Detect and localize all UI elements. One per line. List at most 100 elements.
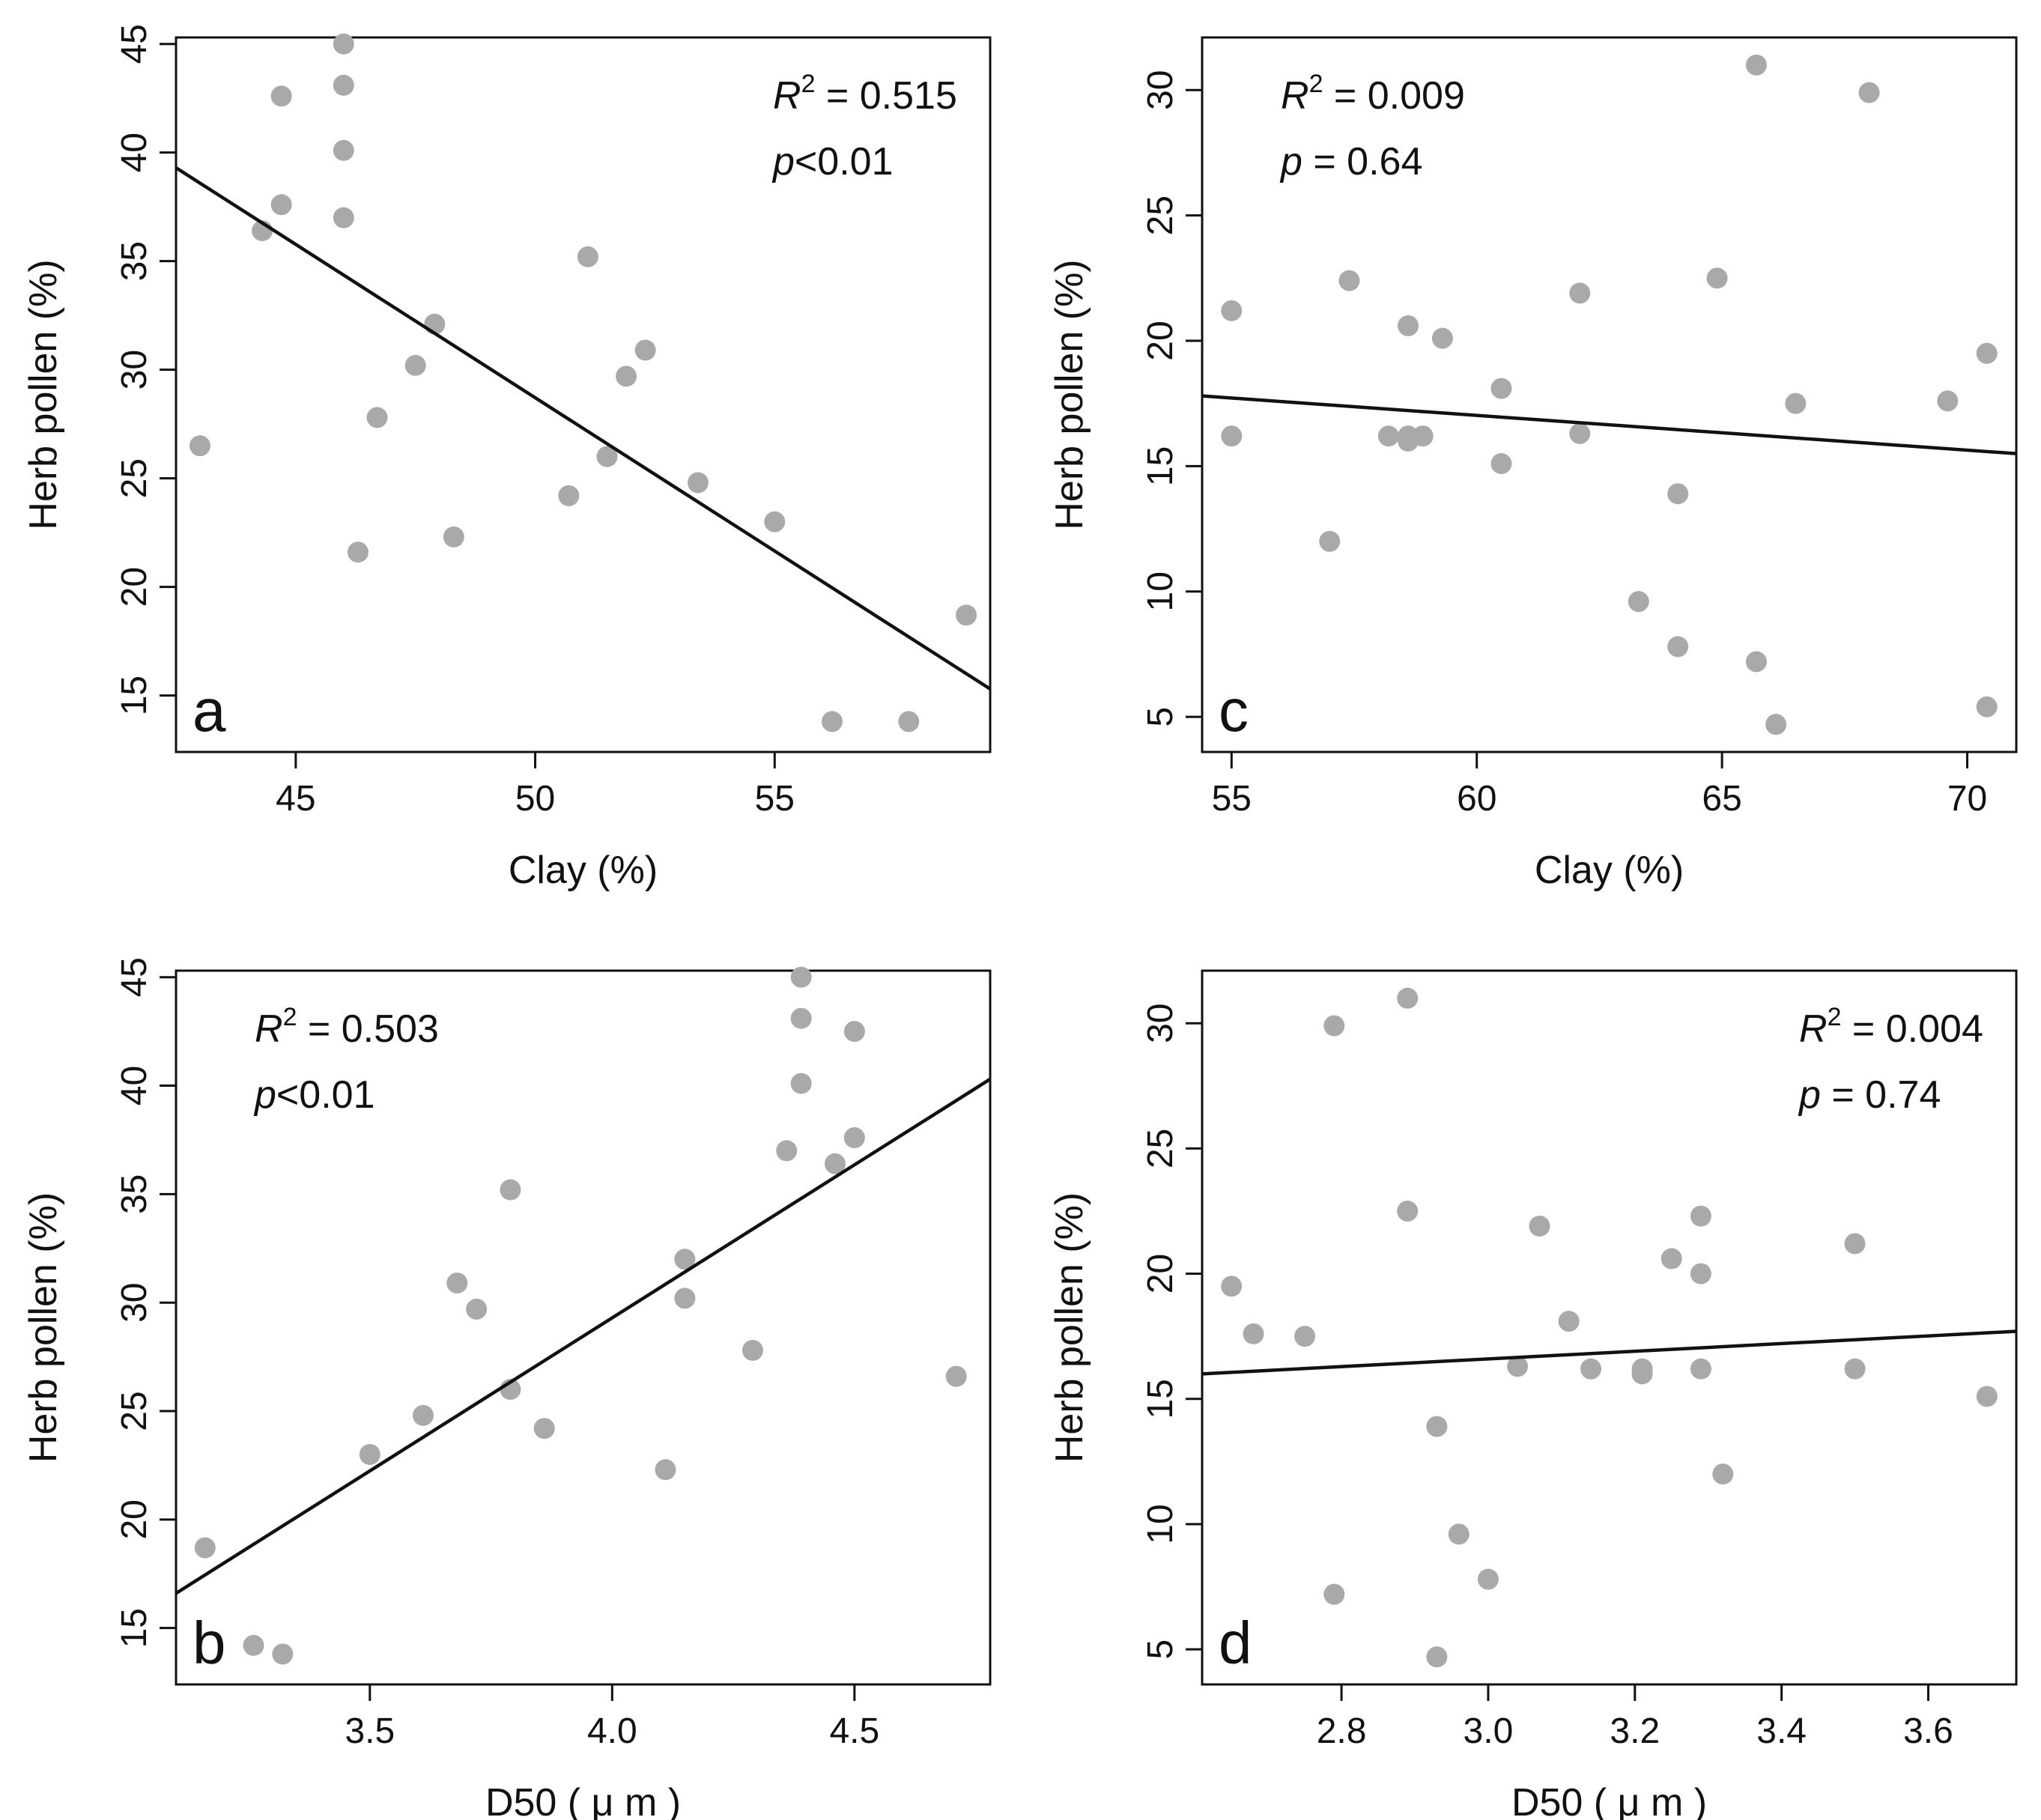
y-tick-label: 15 bbox=[1141, 446, 1180, 486]
data-point bbox=[404, 354, 426, 376]
p-symbol: p bbox=[1279, 140, 1302, 183]
p-value: = 0.64 bbox=[1302, 140, 1422, 183]
data-point bbox=[655, 1459, 676, 1481]
x-tick-label: 65 bbox=[1702, 779, 1741, 819]
panel-letter: d bbox=[1219, 1610, 1252, 1676]
data-point bbox=[824, 1153, 846, 1174]
data-point bbox=[1844, 1358, 1866, 1380]
x-tick-label: 50 bbox=[515, 779, 555, 819]
r-symbol: R bbox=[1799, 1007, 1828, 1051]
data-point bbox=[596, 446, 618, 467]
r-symbol: R bbox=[1281, 74, 1309, 118]
y-tick-label: 20 bbox=[115, 567, 154, 607]
x-tick-label: 55 bbox=[755, 779, 795, 819]
data-point bbox=[634, 339, 656, 361]
plot-frame bbox=[1201, 969, 2018, 1686]
data-point bbox=[577, 246, 598, 267]
y-tick-label: 25 bbox=[115, 458, 154, 498]
plot-frame bbox=[1201, 36, 2018, 753]
r-squared-exponent: 2 bbox=[283, 1003, 297, 1031]
r-squared-annotation: R2 = 0.515 bbox=[773, 70, 957, 118]
data-point bbox=[1529, 1216, 1550, 1237]
panel-letter: c bbox=[1219, 677, 1249, 744]
data-point bbox=[790, 966, 812, 988]
p-value: = 0.74 bbox=[1821, 1073, 1941, 1117]
regression-line bbox=[1201, 1329, 2017, 1376]
data-point bbox=[790, 1007, 812, 1029]
data-point bbox=[1690, 1358, 1711, 1380]
x-tick-label: 45 bbox=[276, 779, 315, 819]
x-tick-label: 3.4 bbox=[1756, 1711, 1807, 1751]
data-point bbox=[1398, 315, 1419, 336]
r-symbol: R bbox=[255, 1007, 283, 1051]
data-point bbox=[1745, 54, 1767, 76]
data-point bbox=[1706, 267, 1728, 289]
data-point bbox=[1661, 1248, 1682, 1270]
r-symbol: R bbox=[773, 74, 801, 118]
data-point bbox=[1631, 1363, 1653, 1385]
y-tick-label: 15 bbox=[115, 676, 154, 715]
panel-letter: a bbox=[192, 677, 226, 744]
data-point bbox=[1976, 342, 1998, 364]
data-point bbox=[1323, 1015, 1345, 1037]
data-point bbox=[1221, 300, 1243, 321]
x-tick-label: 55 bbox=[1212, 779, 1252, 819]
data-point bbox=[359, 1443, 380, 1465]
data-point bbox=[1221, 425, 1243, 447]
data-point bbox=[945, 1365, 967, 1387]
data-point bbox=[443, 526, 464, 547]
data-point bbox=[687, 472, 709, 494]
data-point bbox=[1507, 1356, 1529, 1377]
y-tick-label: 30 bbox=[115, 350, 154, 389]
data-point bbox=[843, 1021, 865, 1043]
y-tick-label: 5 bbox=[1141, 707, 1180, 727]
y-tick-label: 5 bbox=[1141, 1639, 1180, 1660]
r-squared-equals: = bbox=[1841, 1007, 1885, 1051]
data-point bbox=[1976, 696, 1998, 718]
data-point bbox=[674, 1287, 696, 1309]
x-tick-label: 3.2 bbox=[1610, 1711, 1660, 1751]
y-tick-label: 35 bbox=[115, 241, 154, 281]
data-point bbox=[1377, 425, 1399, 447]
data-point bbox=[1426, 1646, 1448, 1668]
panel-d: 2.8 3.0 3.2 3.4 3.6 5 10 15 20 25 30 D50 ( μ m ) Her… bbox=[1048, 969, 2018, 1820]
data-point bbox=[1844, 1233, 1866, 1255]
y-tick-label: 45 bbox=[115, 24, 154, 64]
data-point bbox=[1477, 1568, 1499, 1590]
y-tick-label: 30 bbox=[1141, 1004, 1180, 1043]
r-squared-exponent: 2 bbox=[1828, 1003, 1842, 1031]
x-tick-label: 4.0 bbox=[587, 1711, 637, 1751]
y-tick-label: 40 bbox=[115, 1066, 154, 1105]
x-tick-label: 3.6 bbox=[1903, 1711, 1953, 1751]
r-squared-annotation: R2 = 0.009 bbox=[1281, 70, 1465, 118]
panel-c: 55 60 65 70 5 10 15 20 25 30 Clay (%) Herb pollen (… bbox=[1048, 36, 2018, 892]
x-tick-label: 70 bbox=[1947, 779, 1987, 819]
p-value-annotation: p = 0.74 bbox=[1798, 1073, 1941, 1117]
p-symbol: p bbox=[771, 140, 795, 183]
data-point bbox=[1490, 377, 1512, 399]
data-point bbox=[347, 542, 369, 563]
data-point bbox=[1397, 1201, 1419, 1222]
x-tick-label: 2.8 bbox=[1317, 1711, 1367, 1751]
regression-line bbox=[175, 166, 992, 691]
data-point bbox=[616, 365, 637, 387]
x-axis-label: Clay (%) bbox=[1535, 849, 1684, 892]
y-tick-label: 25 bbox=[1141, 1129, 1180, 1168]
plot-frame bbox=[175, 969, 992, 1686]
r-squared-exponent: 2 bbox=[801, 70, 816, 98]
y-axis-label: Herb pollen (%) bbox=[22, 259, 65, 530]
data-point bbox=[189, 435, 210, 457]
data-point bbox=[742, 1339, 763, 1361]
data-point bbox=[366, 407, 388, 428]
data-point bbox=[1490, 453, 1512, 475]
r-squared-annotation: R2 = 0.004 bbox=[1799, 1003, 1983, 1051]
data-point bbox=[1937, 390, 1959, 412]
r-squared-value: 0.515 bbox=[860, 74, 957, 118]
data-point bbox=[1243, 1323, 1264, 1344]
data-point bbox=[1426, 1416, 1448, 1437]
plot-frame bbox=[175, 36, 992, 753]
regression-line bbox=[175, 1077, 992, 1595]
r-squared-value: 0.503 bbox=[342, 1007, 439, 1051]
p-value: <0.01 bbox=[276, 1073, 375, 1117]
r-squared-exponent: 2 bbox=[1309, 70, 1323, 98]
